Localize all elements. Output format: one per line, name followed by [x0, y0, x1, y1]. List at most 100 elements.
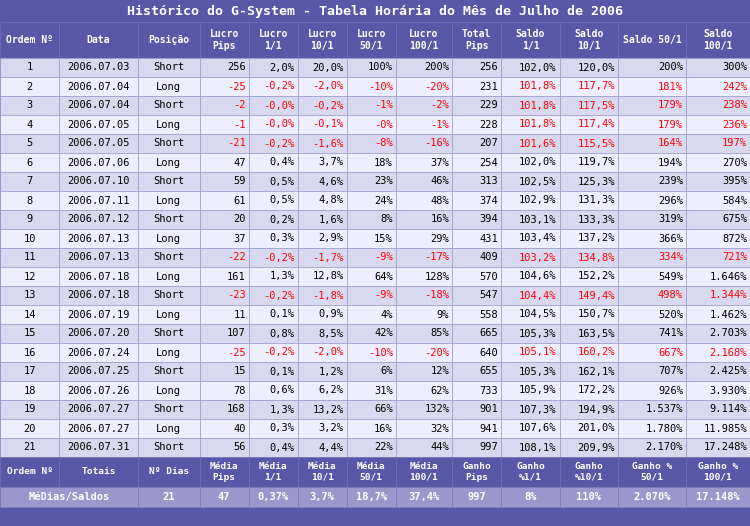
- Text: Média
10/1: Média 10/1: [308, 462, 337, 482]
- Text: Ganho %
50/1: Ganho % 50/1: [632, 462, 672, 482]
- Text: 2006.07.04: 2006.07.04: [68, 100, 130, 110]
- Text: Long: Long: [156, 348, 182, 358]
- Bar: [249, 229, 298, 248]
- Text: 102,5%: 102,5%: [519, 177, 556, 187]
- Text: 2006.07.03: 2006.07.03: [68, 63, 130, 73]
- Bar: [200, 324, 249, 343]
- Text: 4,6%: 4,6%: [319, 177, 344, 187]
- Bar: [346, 305, 396, 324]
- Text: -23: -23: [227, 290, 246, 300]
- Bar: [0, 191, 59, 210]
- Text: 168: 168: [227, 404, 246, 414]
- Text: Short: Short: [153, 63, 184, 73]
- Text: Totais: Totais: [81, 468, 116, 477]
- Text: 40: 40: [233, 423, 246, 433]
- Text: Data: Data: [87, 35, 110, 45]
- Bar: [298, 400, 346, 419]
- Text: 254: 254: [479, 157, 498, 167]
- Text: Long: Long: [156, 271, 182, 281]
- Bar: [137, 381, 200, 400]
- Text: 374: 374: [479, 196, 498, 206]
- Bar: [298, 77, 346, 96]
- Bar: [346, 457, 396, 487]
- Text: 270%: 270%: [722, 157, 747, 167]
- Bar: [686, 343, 750, 362]
- Bar: [346, 343, 396, 362]
- Text: -25: -25: [227, 348, 246, 358]
- Text: 997: 997: [467, 492, 486, 502]
- Text: 1,3%: 1,3%: [270, 404, 295, 414]
- Text: -10%: -10%: [368, 82, 393, 92]
- Bar: [200, 22, 249, 58]
- Text: 498%: 498%: [658, 290, 683, 300]
- Bar: [137, 172, 200, 191]
- Text: 313: 313: [479, 177, 498, 187]
- Bar: [346, 248, 396, 267]
- Bar: [298, 286, 346, 305]
- Bar: [501, 210, 560, 229]
- Text: Ordem Nº: Ordem Nº: [7, 468, 53, 477]
- Bar: [686, 305, 750, 324]
- Text: -17%: -17%: [424, 252, 449, 262]
- Bar: [298, 115, 346, 134]
- Bar: [59, 305, 137, 324]
- Bar: [396, 324, 452, 343]
- Bar: [0, 172, 59, 191]
- Text: 2006.07.13: 2006.07.13: [68, 252, 130, 262]
- Bar: [200, 77, 249, 96]
- Bar: [200, 153, 249, 172]
- Text: 239%: 239%: [658, 177, 683, 187]
- Text: 104,5%: 104,5%: [519, 309, 556, 319]
- Text: Long: Long: [156, 196, 182, 206]
- Bar: [618, 134, 686, 153]
- Bar: [560, 22, 618, 58]
- Bar: [618, 381, 686, 400]
- Bar: [137, 343, 200, 362]
- Bar: [59, 419, 137, 438]
- Text: 2006.07.19: 2006.07.19: [68, 309, 130, 319]
- Text: 137,2%: 137,2%: [578, 234, 615, 244]
- Bar: [618, 115, 686, 134]
- Bar: [618, 438, 686, 457]
- Bar: [618, 487, 686, 507]
- Bar: [501, 457, 560, 487]
- Bar: [200, 134, 249, 153]
- Bar: [59, 22, 137, 58]
- Bar: [249, 191, 298, 210]
- Text: 2,9%: 2,9%: [319, 234, 344, 244]
- Text: 0,9%: 0,9%: [319, 309, 344, 319]
- Text: 231: 231: [479, 82, 498, 92]
- Text: 2006.07.27: 2006.07.27: [68, 404, 130, 414]
- Text: 242%: 242%: [722, 82, 747, 92]
- Bar: [501, 286, 560, 305]
- Bar: [0, 22, 59, 58]
- Text: 42%: 42%: [374, 329, 393, 339]
- Bar: [298, 381, 346, 400]
- Text: 194,9%: 194,9%: [578, 404, 615, 414]
- Bar: [59, 438, 137, 457]
- Bar: [346, 400, 396, 419]
- Bar: [0, 248, 59, 267]
- Text: 547: 547: [479, 290, 498, 300]
- Text: 12%: 12%: [430, 367, 449, 377]
- Bar: [298, 191, 346, 210]
- Bar: [560, 58, 618, 77]
- Bar: [452, 115, 501, 134]
- Bar: [560, 267, 618, 286]
- Text: Média
1/1: Média 1/1: [259, 462, 287, 482]
- Bar: [249, 172, 298, 191]
- Bar: [346, 22, 396, 58]
- Text: 163,5%: 163,5%: [578, 329, 615, 339]
- Bar: [346, 229, 396, 248]
- Text: Short: Short: [153, 329, 184, 339]
- Text: 665: 665: [479, 329, 498, 339]
- Text: 4,4%: 4,4%: [319, 442, 344, 452]
- Text: 366%: 366%: [658, 234, 683, 244]
- Bar: [396, 343, 452, 362]
- Bar: [618, 172, 686, 191]
- Text: -8%: -8%: [374, 138, 393, 148]
- Bar: [298, 58, 346, 77]
- Text: 16%: 16%: [430, 215, 449, 225]
- Bar: [298, 419, 346, 438]
- Bar: [200, 58, 249, 77]
